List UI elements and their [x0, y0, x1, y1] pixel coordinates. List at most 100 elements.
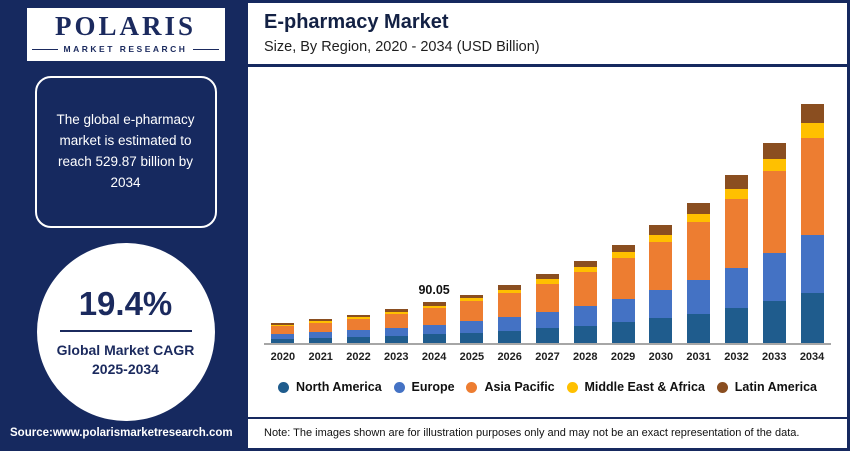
bar-segment-latin-america — [422, 302, 446, 306]
legend-label-latin-america: Latin America — [734, 380, 817, 394]
bar-segment-latin-america — [649, 225, 673, 235]
bar-segment-latin-america — [384, 309, 408, 312]
x-axis-label-2026: 2026 — [497, 351, 522, 363]
bar-segment-middle-east-africa — [800, 123, 824, 138]
bar-column-2024: 90.05 — [415, 283, 453, 343]
logo-line-left — [31, 48, 58, 50]
bar-segment-north-america — [309, 338, 333, 343]
stacked-bar-2022 — [346, 314, 370, 343]
bar-segment-europe — [309, 332, 333, 338]
legend-label-europe: Europe — [411, 380, 455, 394]
bar-segment-middle-east-africa — [762, 158, 786, 171]
stacked-bar-2025 — [460, 294, 484, 343]
cagr-value: 19.4% — [78, 284, 173, 322]
bar-segment-asia-pacific — [724, 198, 748, 268]
bar-segment-middle-east-africa — [724, 188, 748, 199]
x-axis-label-2020: 2020 — [270, 351, 296, 363]
stacked-bar-2033 — [762, 142, 786, 343]
cagr-label-line2: 2025-2034 — [92, 360, 159, 377]
page-title: E-pharmacy Market — [264, 11, 449, 33]
logo-subtitle: MARKET RESEARCH — [63, 44, 188, 54]
bar-segment-europe — [762, 252, 786, 301]
cagr-divider — [59, 329, 192, 332]
bar-segment-asia-pacific — [346, 318, 370, 331]
legend-item-latin-america: Latin America — [716, 380, 817, 394]
bar-segment-middle-east-africa — [271, 324, 295, 326]
bar-segment-north-america — [724, 307, 748, 343]
bar-segment-asia-pacific — [460, 301, 484, 322]
legend-item-north-america: North America — [278, 380, 382, 394]
chart-legend: North America Europe Asia Pacific Middle Ea… — [264, 380, 831, 394]
chart-xaxis: 2020 2021 2022 2023 2024 2025 2026 2027 2028 2029… — [264, 351, 831, 363]
bar-column-2029 — [604, 244, 642, 343]
bar-segment-latin-america — [762, 142, 786, 159]
bar-segment-europe — [611, 298, 635, 323]
bar-segment-europe — [460, 321, 484, 333]
legend-dot-asia-pacific — [466, 381, 478, 393]
page-subtitle: Size, By Region, 2020 - 2034 (USD Billio… — [264, 39, 540, 55]
bar-column-2022 — [340, 314, 378, 343]
stacked-bar-2026 — [498, 285, 522, 343]
bar-segment-north-america — [573, 325, 597, 343]
bar-segment-latin-america — [687, 202, 711, 214]
bar-segment-middle-east-africa — [649, 234, 673, 242]
x-axis-label-2029: 2029 — [610, 351, 636, 363]
x-axis-label-2022: 2022 — [346, 351, 371, 363]
bar-segment-north-america — [271, 338, 295, 343]
bar-segment-north-america — [649, 318, 673, 343]
footer-note: Note: The images shown are for illustrat… — [248, 417, 847, 448]
bar-segment-asia-pacific — [422, 308, 446, 325]
bar-segment-latin-america — [535, 273, 559, 280]
x-axis-label-2031: 2031 — [686, 351, 711, 363]
x-axis-label-2025: 2025 — [459, 351, 485, 363]
bar-segment-latin-america — [346, 314, 370, 317]
legend-dot-europe — [393, 381, 405, 393]
bar-segment-asia-pacific — [498, 293, 522, 317]
market-highlight-box: The global e-pharmacy market is estimate… — [34, 76, 217, 228]
bar-segment-north-america — [800, 292, 824, 343]
polaris-logo: POLARIS MARKET RESEARCH — [26, 8, 225, 61]
bar-column-2032 — [718, 175, 756, 343]
bar-segment-north-america — [346, 337, 370, 343]
bar-segment-middle-east-africa — [498, 289, 522, 294]
bar-segment-latin-america — [309, 319, 333, 322]
logo-title: POLARIS — [54, 11, 197, 41]
main-panel: E-pharmacy Market Size, By Region, 2020 … — [248, 3, 847, 448]
bar-segment-middle-east-africa — [573, 267, 597, 273]
stacked-bar-2031 — [687, 202, 711, 343]
bar-segment-north-america — [460, 332, 484, 343]
bar-segment-north-america — [611, 322, 635, 343]
bar-segment-north-america — [384, 335, 408, 343]
bar-segment-middle-east-africa — [309, 321, 333, 323]
x-axis-label-2027: 2027 — [535, 351, 560, 363]
bar-segment-middle-east-africa — [460, 298, 484, 302]
bar-segment-middle-east-africa — [346, 316, 370, 319]
bar-segment-middle-east-africa — [384, 311, 408, 314]
bar-segment-asia-pacific — [611, 258, 635, 299]
bar-segment-europe — [346, 330, 370, 338]
bar-segment-north-america — [422, 334, 446, 343]
legend-item-europe: Europe — [393, 380, 455, 394]
stacked-bar-2021 — [309, 319, 333, 343]
bar-column-2021 — [302, 319, 340, 343]
bar-segment-europe — [649, 290, 673, 319]
stacked-bar-2023 — [384, 309, 408, 343]
x-axis-label-2030: 2030 — [648, 351, 674, 363]
bar-segment-asia-pacific — [762, 170, 786, 253]
bar-segment-latin-america — [498, 285, 522, 290]
bar-segment-europe — [687, 279, 711, 314]
bar-column-2034 — [793, 104, 831, 343]
legend-item-asia-pacific: Asia Pacific — [466, 380, 555, 394]
bar-segment-latin-america — [611, 244, 635, 253]
stacked-bar-2034 — [800, 104, 824, 343]
bar-segment-latin-america — [800, 104, 824, 124]
bar-column-2028 — [566, 260, 604, 343]
stacked-bar-2030 — [649, 225, 673, 343]
cagr-label-line1: Global Market CAGR — [56, 341, 195, 358]
bar-segment-middle-east-africa — [535, 279, 559, 284]
bar-segment-europe — [535, 311, 559, 329]
bar-segment-asia-pacific — [573, 272, 597, 306]
legend-label-asia-pacific: Asia Pacific — [484, 380, 555, 394]
bar-column-2030 — [642, 225, 680, 343]
